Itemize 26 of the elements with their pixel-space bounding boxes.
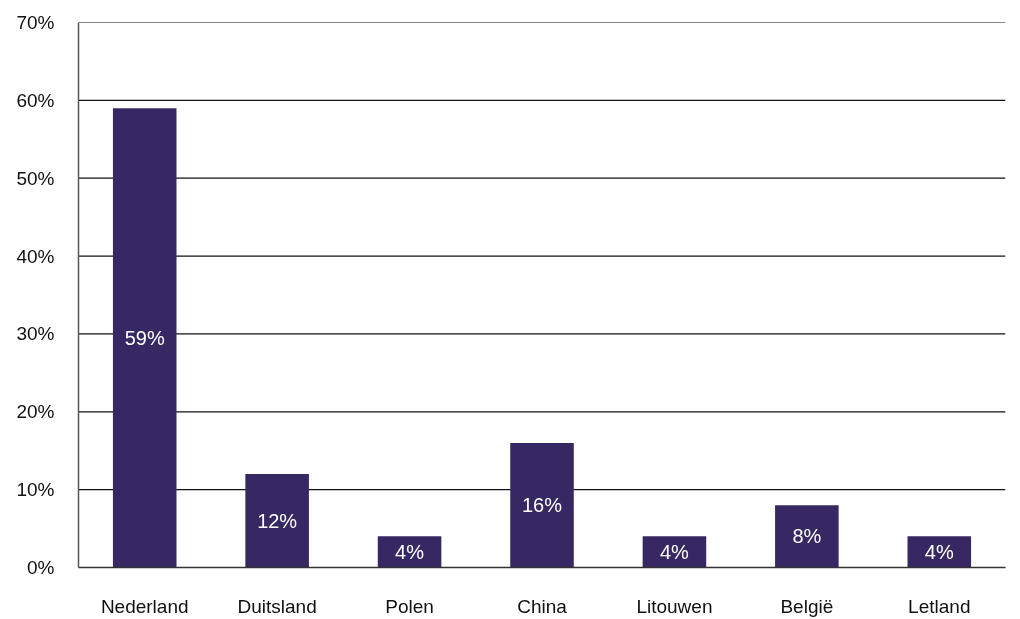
y-tick-label: 60% — [16, 89, 55, 111]
y-tick-label: 70% — [16, 12, 55, 33]
data-label: 4% — [395, 540, 425, 563]
y-tick-label: 20% — [16, 401, 55, 423]
x-tick-label: Polen — [385, 595, 434, 617]
x-tick-label: Litouwen — [636, 595, 713, 617]
x-tick-label: China — [517, 595, 568, 617]
data-label: 59% — [124, 326, 165, 349]
x-tick-label: Nederland — [100, 595, 189, 617]
bar — [775, 505, 839, 568]
y-tick-label: 10% — [16, 479, 55, 501]
y-tick-label: 0% — [27, 557, 55, 578]
x-tick-label: Letland — [908, 595, 971, 617]
data-label: 4% — [924, 540, 954, 563]
data-label: 12% — [257, 509, 298, 532]
data-label: 16% — [521, 494, 563, 517]
data-label: 4% — [659, 540, 690, 563]
data-label: 8% — [792, 525, 822, 548]
x-tick-label: België — [780, 595, 834, 617]
x-tick-label: Duitsland — [237, 595, 317, 617]
bar — [245, 474, 309, 568]
y-tick-label: 40% — [16, 245, 55, 267]
y-tick-label: 30% — [16, 323, 55, 345]
y-tick-label: 50% — [16, 167, 55, 189]
bar — [510, 442, 574, 568]
bar — [112, 108, 177, 568]
